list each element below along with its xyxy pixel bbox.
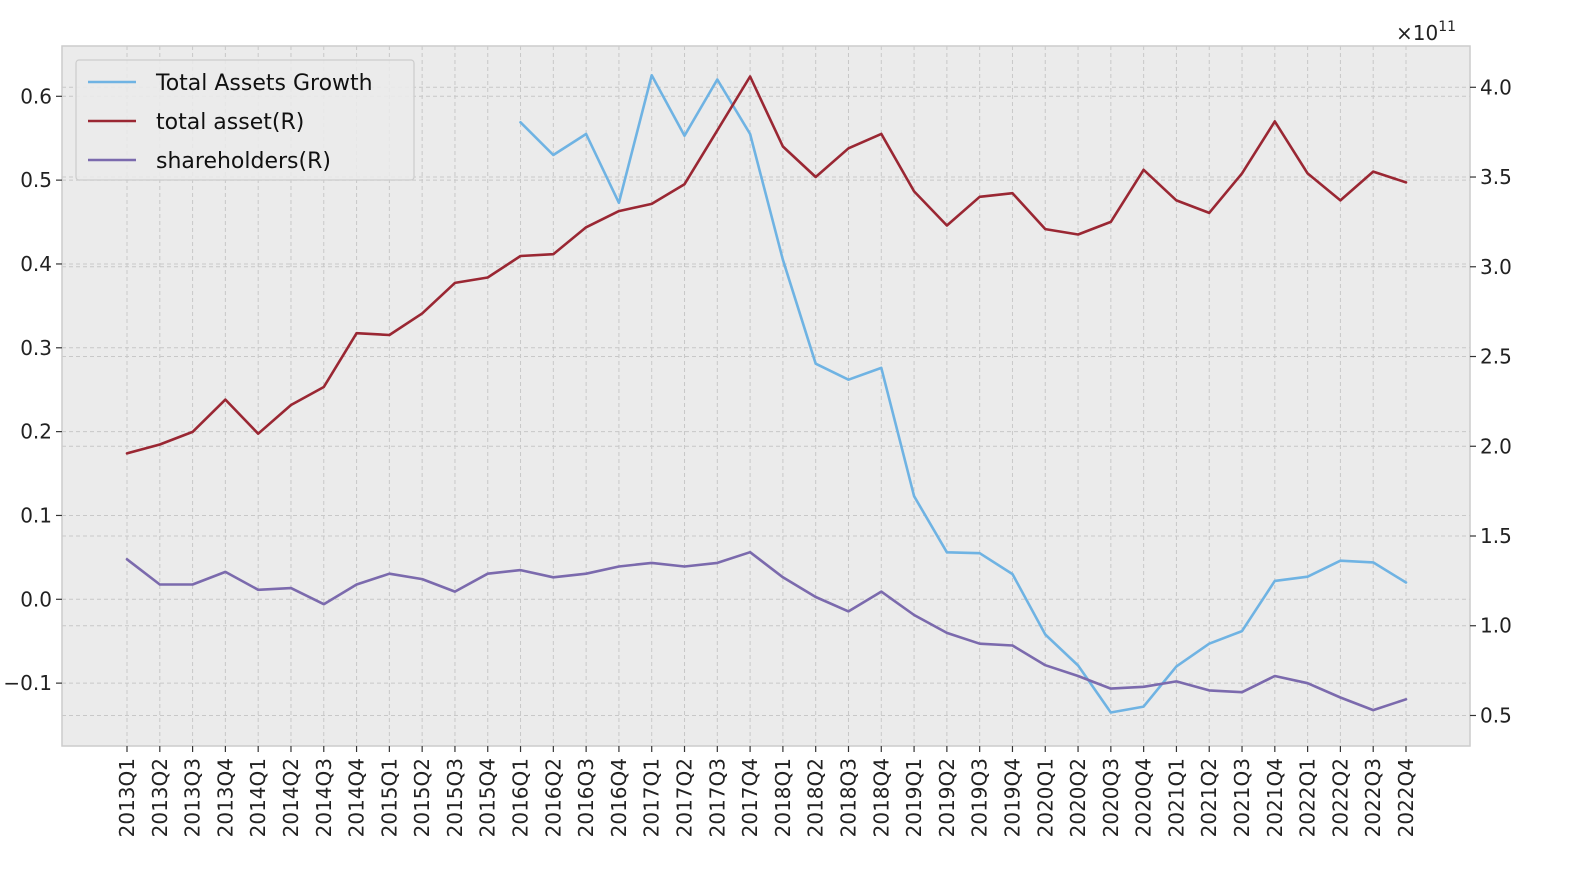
series-line [125,75,1408,455]
x-tick-label: 2014Q1 [246,758,270,837]
series-layer [125,74,1408,714]
x-tick-label: 2020Q2 [1066,758,1090,837]
y-left-tick-label: 0.4 [20,252,52,276]
x-tick-label: 2021Q3 [1230,758,1254,837]
x-tick-label: 2017Q1 [640,758,664,837]
x-tick-label: 2020Q1 [1033,758,1057,837]
x-tick-label: 2013Q4 [213,758,237,837]
x-tick-label: 2017Q3 [705,758,729,837]
y-right-tick-label: 1.5 [1480,524,1512,548]
x-tick-label: 2015Q3 [443,758,467,837]
x-tick-label: 2014Q2 [279,758,303,837]
y-axis-right: 0.5 1.0 1.5 2.0 2.5 3.0 3.5 4.0 [1470,75,1512,727]
x-tick-label: 2022Q2 [1328,758,1352,837]
x-tick-label: 2013Q2 [148,758,172,837]
y-right-tick-label: 1.0 [1480,614,1512,638]
x-tick-label: 2013Q3 [181,758,205,837]
x-tick-label: 2016Q4 [607,758,631,837]
legend-label: total asset(R) [156,110,304,135]
x-tick-label: 2017Q2 [673,758,697,837]
x-tick-label: 2016Q1 [509,758,533,837]
x-tick-label: 2017Q4 [738,758,762,837]
x-tick-label: 2016Q2 [541,758,565,837]
right-axis-offset-exponent: 11 [1438,19,1456,35]
y-left-tick-label: 0.5 [20,168,52,192]
y-left-tick-label: −0.1 [3,671,52,695]
vertical-grid [126,46,1407,746]
y-right-tick-label: 3.0 [1480,255,1512,279]
x-tick-label: 2022Q4 [1394,758,1418,837]
x-tick-label: 2021Q4 [1263,758,1287,837]
x-tick-label: 2019Q1 [902,758,926,837]
series-line [125,550,1408,712]
x-axis: 2013Q1 2013Q2 2013Q3 2013Q4 2014Q1 2014Q2 2014… [115,746,1418,837]
x-tick-label: 2014Q4 [345,758,369,837]
y-right-tick-label: 0.5 [1480,703,1512,727]
y-right-tick-label: 2.0 [1480,434,1512,458]
y-right-tick-label: 3.5 [1480,165,1512,189]
legend: Total Assets Growth total asset(R) share… [75,59,415,181]
x-tick-label: 2018Q4 [869,758,893,837]
legend-label: shareholders(R) [156,149,331,174]
x-tick-label: 2022Q3 [1361,758,1385,837]
right-axis-offset-label: ×1011 [1396,19,1456,45]
y-left-tick-label: 0.6 [20,84,52,108]
x-tick-label: 2018Q3 [836,758,860,837]
y-right-tick-label: 4.0 [1480,75,1512,99]
x-tick-label: 2021Q2 [1197,758,1221,837]
x-tick-label: 2013Q1 [115,758,139,837]
plot-frame [61,45,1471,747]
x-tick-label: 2018Q2 [804,758,828,837]
x-tick-label: 2021Q1 [1164,758,1188,837]
y-left-tick-label: 0.1 [20,503,52,527]
y-axis-left: −0.1 0.0 0.1 0.2 0.3 0.4 0.5 0.6 [3,84,62,695]
x-tick-label: 2015Q2 [410,758,434,837]
x-tick-label: 2020Q3 [1099,758,1123,837]
series-line [519,74,1408,714]
x-tick-label: 2015Q1 [377,758,401,837]
y-left-tick-label: 0.0 [20,587,52,611]
legend-label: Total Assets Growth [155,71,373,96]
x-tick-label: 2019Q3 [968,758,992,837]
x-tick-label: 2016Q3 [574,758,598,837]
y-left-tick-label: 0.2 [20,420,52,444]
legend-box [75,59,415,181]
x-tick-label: 2018Q1 [771,758,795,837]
y-right-tick-label: 2.5 [1480,345,1512,369]
x-tick-label: 2019Q2 [935,758,959,837]
x-tick-label: 2020Q4 [1132,758,1156,837]
x-tick-label: 2022Q1 [1296,758,1320,837]
y-left-tick-label: 0.3 [20,336,52,360]
x-tick-label: 2015Q4 [476,758,500,837]
x-tick-label: 2019Q4 [1000,758,1024,837]
x-tick-label: 2014Q3 [312,758,336,837]
